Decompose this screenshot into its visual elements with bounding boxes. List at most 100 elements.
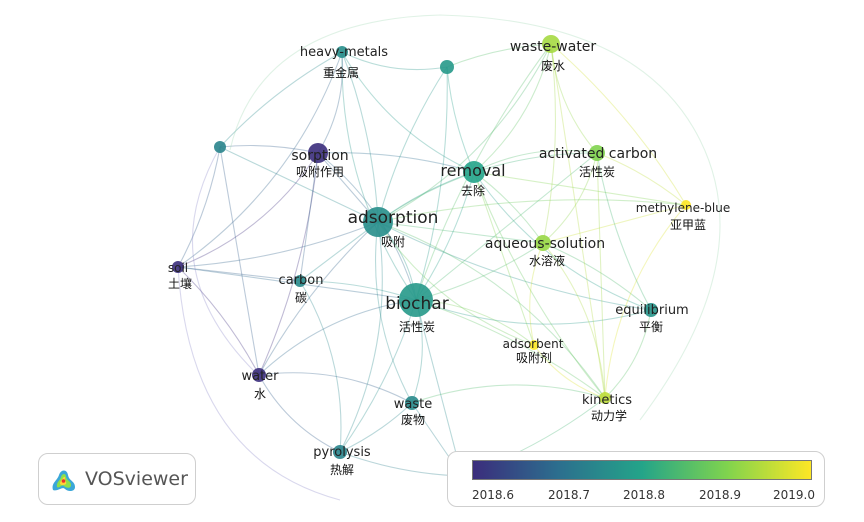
node-label-adsorbent: adsorbent (503, 337, 564, 351)
node-label-zh-kinetics: 动力学 (591, 408, 627, 423)
node-heavy-metals[interactable] (336, 46, 348, 58)
edge-unlabeled-left-heavy-metals (219, 51, 343, 148)
node-methylene-blue[interactable] (681, 200, 691, 210)
legend-tick: 2018.9 (699, 488, 741, 502)
edge-removal-heavy-metals (341, 51, 475, 173)
node-waste[interactable] (405, 396, 419, 410)
edge-outer-arc (191, 146, 259, 376)
edge-removal-waste-water (473, 43, 552, 173)
edge-activated-carbon-waste-water (550, 43, 598, 154)
edge-waste-water-unlabeled-top (446, 43, 552, 68)
node-label-zh-methylene-blue: 亚甲蓝 (670, 218, 706, 232)
node-label-zh-removal: 去除 (461, 183, 485, 198)
legend-color-bar (472, 460, 812, 480)
node-label-zh-adsorption: 吸附 (381, 235, 405, 249)
node-label-zh-waste-water: 废水 (541, 58, 565, 73)
node-kinetics[interactable] (599, 392, 611, 404)
node-unlabeled-top[interactable] (440, 60, 454, 74)
legend-tick: 2018.7 (548, 488, 590, 502)
vosviewer-logo-icon (52, 470, 75, 492)
edge-adsorption-methylene-blue (377, 199, 687, 223)
node-label-zh-activated-carbon: 活性炭 (579, 165, 615, 179)
edge-adsorbent-kinetics (533, 344, 606, 399)
node-label-waste-water: waste-water (510, 39, 597, 55)
edge-outer-arc (639, 139, 721, 421)
edge-water-pyrolysis (258, 374, 341, 453)
node-activated-carbon[interactable] (589, 145, 605, 161)
node-pyrolysis[interactable] (333, 445, 347, 459)
edge-unlabeled-left-water (219, 146, 260, 376)
edge-aqueous-solution-methylene-blue (542, 204, 687, 244)
edge-adsorption-heavy-metals (341, 51, 379, 223)
edge-adsorption-aqueous-solution (377, 221, 544, 244)
node-removal[interactable] (463, 161, 485, 183)
edge-removal-activated-carbon (473, 149, 598, 173)
edge-adsorption-adsorbent (377, 221, 535, 346)
edge-sorption-soil (177, 152, 319, 268)
edge-aqueous-solution-activated-carbon (542, 152, 598, 244)
edge-adsorption-pyrolysis (339, 221, 383, 453)
nodes-layer (172, 35, 691, 481)
edge-heavy-metals-soil (177, 51, 343, 268)
node-label-removal: removal (440, 161, 505, 180)
labels-layer: adsorption吸附biochar活性炭removal去除sorption吸… (168, 39, 730, 483)
node-equilibrium[interactable] (644, 303, 658, 317)
edge-water-waste (258, 372, 413, 404)
node-label-sorption: sorption (291, 148, 348, 164)
edge-biochar-heavy-metals (341, 51, 417, 301)
edge-pyrolysis-carbon (299, 280, 342, 453)
edge-adsorption-unlabeled-top (377, 66, 448, 223)
edge-removal-equilibrium (473, 171, 652, 311)
node-aqueous-solution[interactable] (535, 235, 551, 251)
node-adsorbent[interactable] (529, 340, 539, 350)
edge-adsorption-waste-water (377, 43, 552, 223)
node-label-biochar: biochar (385, 294, 448, 314)
edge-sorption-heavy-metals (317, 51, 344, 154)
edge-outer-arc (177, 266, 341, 501)
legend-tick: 2018.6 (472, 488, 514, 502)
edge-sorption-carbon (299, 152, 319, 282)
edge-heavy-metals-unlabeled-top (341, 51, 448, 71)
node-label-methylene-blue: methylene-blue (636, 201, 730, 215)
edge-biochar-water (258, 299, 417, 376)
node-label-zh-biochar: 活性炭 (399, 320, 435, 334)
edge-adsorption-water (258, 221, 379, 376)
node-soil[interactable] (172, 261, 184, 273)
edge-aqueous-solution-equilibrium (542, 242, 652, 311)
node-carbon[interactable] (294, 275, 306, 287)
node-waste-water[interactable] (542, 35, 560, 53)
node-label-equilibrium: equilibrium (615, 303, 688, 318)
node-biochar[interactable] (399, 283, 433, 317)
node-label-activated-carbon: activated carbon (539, 146, 657, 162)
edge-soil-water (177, 266, 260, 376)
edge-activated-carbon-methylene-blue (596, 152, 687, 206)
vosviewer-logo-text: VOSviewer (85, 468, 188, 490)
edge-outer-arc (229, 14, 701, 151)
node-label-zh-soil: 土壤 (168, 276, 192, 291)
color-legend: 2018.6 2018.7 2018.8 2018.9 2019.0 (447, 451, 825, 507)
node-label-pyrolysis: pyrolysis (313, 445, 371, 460)
node-label-zh-equilibrium: 平衡 (639, 320, 663, 334)
edge-soil-unlabeled-left (177, 146, 221, 268)
node-sorption[interactable] (308, 143, 328, 163)
node-label-zh-aqueous-solution: 水溶液 (529, 253, 565, 268)
node-label-zh-carbon: 碳 (295, 291, 307, 305)
edge-waste-water-kinetics (550, 43, 606, 399)
node-water[interactable] (252, 368, 266, 382)
edge-sorption-water (258, 152, 319, 376)
edge-biochar-equilibrium (415, 299, 652, 325)
node-unlabeled-left[interactable] (214, 141, 226, 153)
node-adsorption[interactable] (363, 207, 393, 237)
node-label-zh-adsorbent: 吸附剂 (516, 350, 552, 365)
edge-biochar-pyrolysis (339, 299, 417, 453)
edge-waste-kinetics (411, 384, 606, 404)
node-label-aqueous-solution: aqueous-solution (485, 236, 605, 252)
edge-removal-methylene-blue (473, 171, 687, 206)
edge-adsorption-kinetics (377, 221, 606, 399)
edge-removal-sorption (317, 152, 475, 173)
legend-tick: 2019.0 (773, 488, 815, 502)
node-label-zh-heavy-metals: 重金属 (323, 65, 359, 80)
node-label-waste: waste (394, 397, 432, 412)
edge-kinetics-equilibrium (604, 309, 652, 399)
edge-removal-adsorbent (473, 171, 535, 346)
